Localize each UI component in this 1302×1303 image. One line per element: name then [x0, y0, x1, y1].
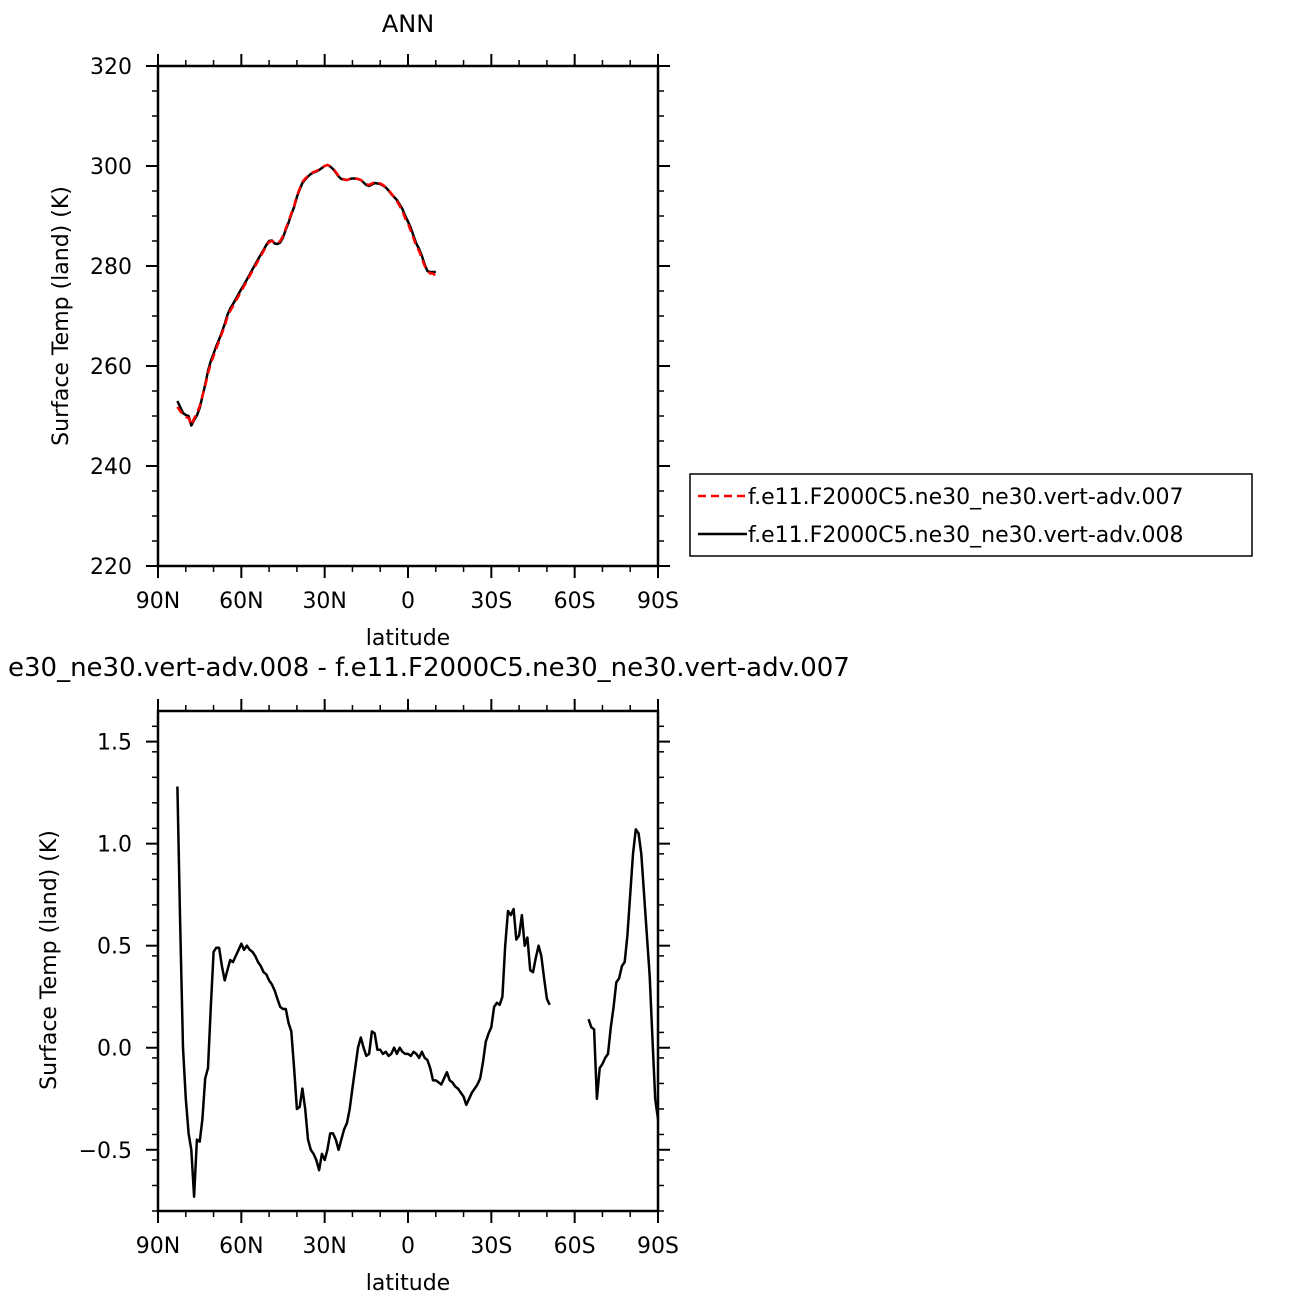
top-plot-frame	[156, 64, 660, 568]
top-axis-ticks: 90N 60N 30N 0 30S 60S 90S 220 240 260 280 300 320	[90, 54, 679, 614]
bottom-x-tick-label: 90N	[136, 1234, 180, 1259]
top-panel: ANN Surface Temp (land) (K) latitude 90N…	[49, 10, 1253, 651]
top-x-tick-label: 30N	[302, 589, 346, 614]
top-y-tick-label: 300	[90, 155, 132, 180]
top-x-tick-label: 0	[401, 589, 415, 614]
bottom-x-tick-label: 90S	[637, 1234, 679, 1259]
top-y-tick-label: 220	[90, 555, 132, 580]
top-x-axis-label: latitude	[366, 626, 450, 651]
legend: f.e11.F2000C5.ne30_ne30.vert-adv.007 f.e…	[689, 473, 1253, 557]
bottom-y-tick-label: 1.0	[97, 833, 132, 858]
legend-label-007: f.e11.F2000C5.ne30_ne30.vert-adv.007	[748, 485, 1184, 510]
bottom-x-tick-label: 0	[401, 1234, 415, 1259]
bottom-x-tick-label: 60N	[219, 1234, 263, 1259]
bottom-y-axis-label: Surface Temp (land) (K)	[37, 830, 62, 1090]
top-y-tick-label: 280	[90, 255, 132, 280]
bottom-y-tick-label: 0.0	[97, 1037, 132, 1062]
bottom-series-line-0	[176, 786, 551, 1198]
top-x-tick-label: 90S	[637, 589, 679, 614]
legend-label-008: f.e11.F2000C5.ne30_ne30.vert-adv.008	[748, 523, 1184, 548]
top-chart-title: ANN	[382, 10, 434, 38]
top-series-line-0	[176, 163, 437, 427]
bottom-x-tick-label: 60S	[554, 1234, 596, 1259]
bottom-y-tick-label: 1.5	[97, 731, 132, 756]
bottom-series-line-0	[587, 828, 660, 1120]
top-x-tick-label: 60N	[219, 589, 263, 614]
bottom-axis-ticks: 90N 60N 30N 0 30S 60S 90S −0.5 0.0 0.5 1.0 1.5	[79, 699, 679, 1259]
top-y-tick-label: 240	[90, 455, 132, 480]
top-x-tick-label: 30S	[470, 589, 512, 614]
top-series-lines	[176, 163, 437, 427]
top-y-tick-label: 260	[90, 355, 132, 380]
bottom-x-tick-label: 30N	[302, 1234, 346, 1259]
top-series-line-1	[176, 163, 436, 427]
legend-box	[689, 473, 1253, 557]
top-y-tick-label: 320	[90, 55, 132, 80]
top-x-tick-label: 60S	[554, 589, 596, 614]
bottom-y-tick-label: −0.5	[79, 1139, 132, 1164]
bottom-chart-title: e30_ne30.vert-adv.008 - f.e11.F2000C5.ne…	[8, 653, 850, 683]
bottom-plot-frame	[156, 709, 660, 1213]
bottom-x-tick-label: 30S	[470, 1234, 512, 1259]
bottom-x-axis-label: latitude	[366, 1271, 450, 1296]
top-y-axis-label: Surface Temp (land) (K)	[49, 186, 74, 446]
top-x-tick-label: 90N	[136, 589, 180, 614]
bottom-series-lines	[176, 786, 660, 1198]
bottom-panel: e30_ne30.vert-adv.008 - f.e11.F2000C5.ne…	[8, 653, 850, 1296]
bottom-y-tick-label: 0.5	[97, 935, 132, 960]
